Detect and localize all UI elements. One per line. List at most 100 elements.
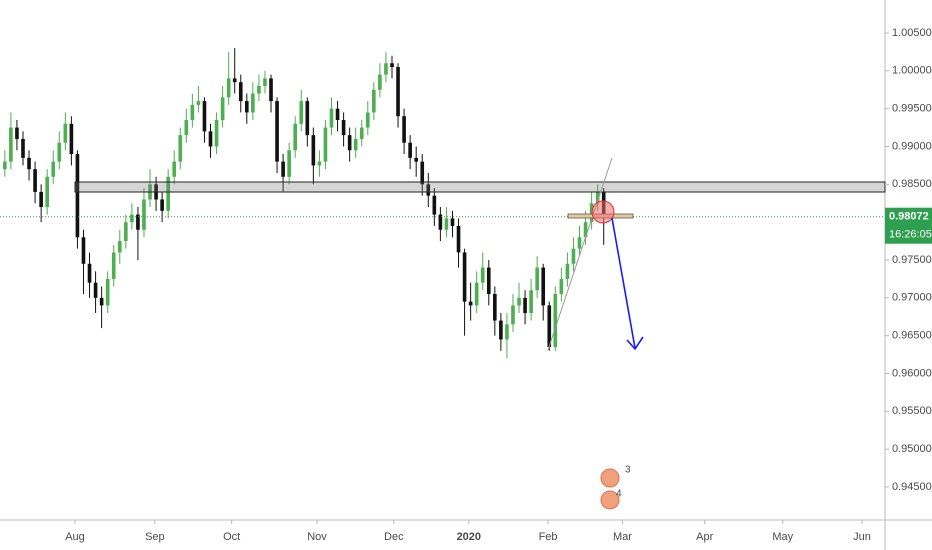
candle-body — [390, 63, 394, 68]
candle-body — [232, 78, 237, 83]
candle-body — [196, 101, 201, 105]
candle-body — [63, 123, 68, 143]
x-tick-label: Jun — [853, 531, 871, 543]
candle-body — [541, 267, 546, 306]
candle-body — [27, 157, 31, 170]
candle-body — [468, 301, 473, 306]
y-tick-label: 1.00500 — [892, 27, 932, 39]
candle-body — [565, 263, 570, 279]
candle-body — [547, 305, 552, 348]
candle-body — [214, 120, 219, 147]
candle-body — [220, 97, 225, 121]
candle-body — [172, 161, 177, 177]
candle-body — [402, 116, 406, 143]
candle-body — [493, 294, 497, 321]
last-price-label: 0.98072 — [889, 211, 929, 223]
candle-body — [33, 169, 37, 192]
candle-body — [160, 199, 164, 211]
candle-body — [523, 297, 527, 313]
candle-body — [486, 267, 491, 295]
plot-area — [0, 48, 885, 359]
candle-body — [535, 267, 539, 291]
candle-body — [378, 74, 382, 90]
y-tick-label: 0.97500 — [892, 254, 932, 266]
candle-body — [166, 176, 170, 211]
candle-body — [117, 241, 122, 253]
x-tick-label: Mar — [613, 531, 632, 543]
candle-body — [238, 82, 243, 102]
x-tick-label: Apr — [696, 531, 713, 543]
candle-body — [414, 157, 419, 162]
candle-body — [275, 101, 279, 162]
candle-body — [39, 191, 43, 208]
candle-body — [263, 78, 267, 86]
candle-body — [81, 237, 86, 264]
x-tick-label: Aug — [65, 531, 85, 543]
candle-body — [595, 191, 600, 204]
candle-body — [69, 123, 74, 155]
candle-body — [517, 297, 521, 306]
candle-body — [329, 108, 334, 128]
candle-body — [293, 123, 298, 151]
candle-body — [178, 135, 183, 162]
resistance-zone — [74, 181, 886, 193]
last-price-box — [885, 207, 932, 244]
candle-body — [511, 305, 515, 325]
candle-body — [9, 127, 13, 162]
candle-body — [450, 218, 455, 226]
x-tick-label: 2020 — [457, 531, 481, 543]
candle-body — [244, 101, 249, 113]
y-tick-label: 0.99500 — [892, 103, 932, 115]
event-flags: 3 4 — [600, 465, 631, 510]
candle-body — [287, 150, 291, 177]
axes: 0.94500 0.95000 0.95500 0.96000 0.96500 0.970… — [65, 27, 932, 543]
candle-body — [335, 108, 340, 121]
candle-body — [184, 120, 189, 136]
candle-body — [311, 135, 316, 166]
candle-body — [384, 63, 388, 75]
candle-body — [474, 282, 479, 306]
y-tick-label: 0.96000 — [892, 367, 932, 379]
x-tick-label: Feb — [539, 531, 558, 543]
candle-body — [305, 101, 310, 136]
event-count: 3 — [625, 465, 631, 476]
candle-body — [420, 161, 425, 185]
y-tick-label: 1.00000 — [892, 65, 932, 77]
candle-body — [438, 214, 443, 230]
candle-body — [462, 252, 467, 302]
candle-body — [124, 222, 128, 242]
candle-body — [111, 252, 116, 279]
candle-body — [93, 282, 98, 298]
candle-body — [202, 101, 207, 132]
candle-body — [21, 138, 25, 158]
candle-body — [396, 67, 400, 117]
candle-body — [51, 161, 56, 177]
candle-body — [480, 267, 485, 283]
candle-body — [347, 135, 352, 151]
candle-body — [130, 214, 134, 223]
candle-body — [257, 85, 261, 94]
candle-body — [251, 93, 255, 113]
candle-body — [281, 161, 285, 177]
candle-body — [323, 127, 328, 162]
y-tick-label: 0.95000 — [892, 443, 932, 455]
candle-body — [583, 222, 588, 238]
candle-body — [226, 78, 231, 98]
y-tick-label: 0.96500 — [892, 330, 932, 342]
x-tick-label: Oct — [223, 531, 240, 543]
candle-body — [499, 320, 503, 340]
candle-body — [75, 154, 80, 238]
event-count: 4 — [616, 489, 622, 500]
candle-body — [57, 142, 62, 162]
candle-body — [99, 297, 104, 306]
x-tick-label: Nov — [307, 531, 327, 543]
countdown-label: 16:26:05 — [889, 229, 932, 241]
candle-body — [353, 138, 358, 151]
y-tick-label: 0.97000 — [892, 292, 932, 304]
candle-body — [577, 237, 582, 249]
x-tick-label: Sep — [145, 531, 165, 543]
candle-body — [456, 225, 461, 253]
forecast-arrow — [611, 217, 644, 351]
candle-body — [15, 127, 19, 139]
